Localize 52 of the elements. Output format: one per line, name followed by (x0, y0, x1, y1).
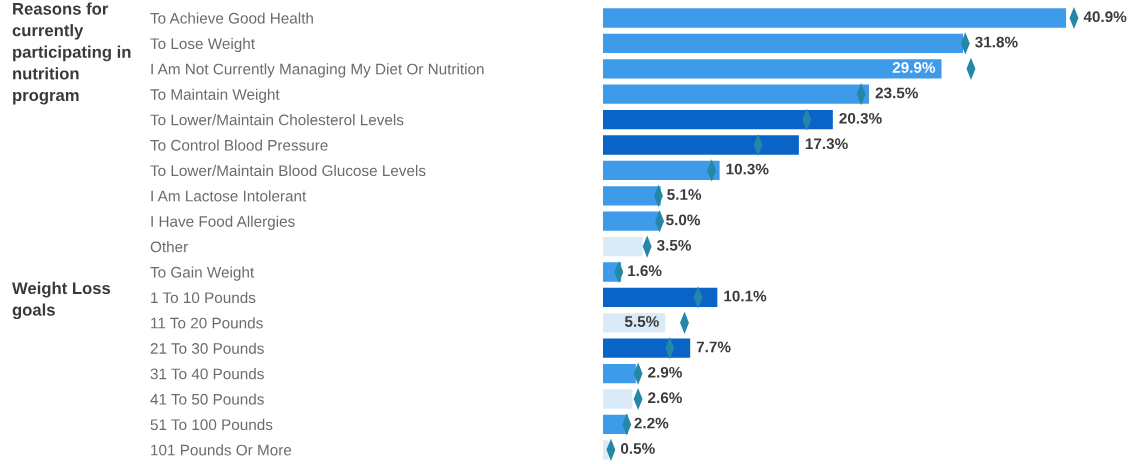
y-tick-label: To Lower/Maintain Cholesterol Levels (150, 114, 404, 126)
data-label: 2.6% (648, 392, 682, 404)
y-tick-label: 11 To 20 Pounds (151, 317, 263, 329)
data-label: 10.1% (724, 290, 767, 302)
y-tick-label: To Lose Weight (150, 37, 255, 53)
data-label: 5.5% (624, 316, 659, 327)
data-label: 0.5% (620, 443, 655, 454)
bar (603, 287, 718, 308)
y-tick-label: I Am Lactose Intolerant (151, 190, 307, 202)
bar (603, 338, 691, 358)
bar (603, 186, 661, 206)
data-label: 5.1% (667, 189, 702, 200)
data-label: 3.5% (656, 239, 692, 251)
y-tick-label: 21 To 30 Pounds (150, 342, 264, 354)
bar (603, 59, 942, 79)
data-label: 10.3% (726, 163, 769, 175)
data-label: 17.3% (805, 138, 848, 150)
data-label: 2.2% (634, 417, 669, 429)
bar (603, 84, 870, 104)
data-label: 20.3% (839, 112, 882, 124)
text: Reasons for currently participating in nutrition program (12, 2, 131, 105)
data-label: 5.0% (666, 214, 701, 226)
y-tick-label: I Have Food Allergies (151, 215, 295, 230)
bar (603, 389, 633, 409)
y-tick-label: To Control Blood Pressure (150, 139, 328, 151)
bar (603, 8, 1067, 28)
data-label: 40.9% (1083, 11, 1127, 23)
data-label: 29.9% (892, 62, 936, 73)
text: Weight Loss goals (12, 281, 111, 320)
data-label: 2.9% (648, 366, 682, 378)
bar (603, 363, 636, 384)
data-label: 31.8% (975, 36, 1018, 48)
y-tick-label: To Achieve Good Health (150, 12, 313, 24)
bar (603, 160, 720, 181)
y-tick-label: To Gain Weight (150, 266, 255, 281)
y-tick-label: 51 To 100 Pounds (150, 418, 273, 431)
bar (603, 211, 660, 231)
bar (603, 109, 833, 130)
y-tick-label: 31 To 40 Pounds (150, 368, 264, 380)
y-tick-label: Other (150, 241, 188, 253)
y-tick-label: I Am Not Currently Managing My Diet Or Nutrition (151, 63, 484, 78)
data-label: 23.5% (875, 87, 918, 99)
y-tick-label: 41 To 50 Pounds (150, 393, 264, 405)
data-label: 7.7% (696, 341, 731, 353)
y-tick-label: To Maintain Weight (150, 88, 280, 103)
y-tick-label: 101 Pounds Or More (151, 444, 292, 456)
bar (603, 33, 964, 54)
bar (603, 236, 643, 257)
data-label: 1.6% (628, 265, 662, 277)
y-tick-label: To Lower/Maintain Blood Glucose Levels (150, 164, 426, 177)
y-tick-label: 1 To 10 Pounds (151, 291, 256, 304)
bar (603, 135, 799, 155)
